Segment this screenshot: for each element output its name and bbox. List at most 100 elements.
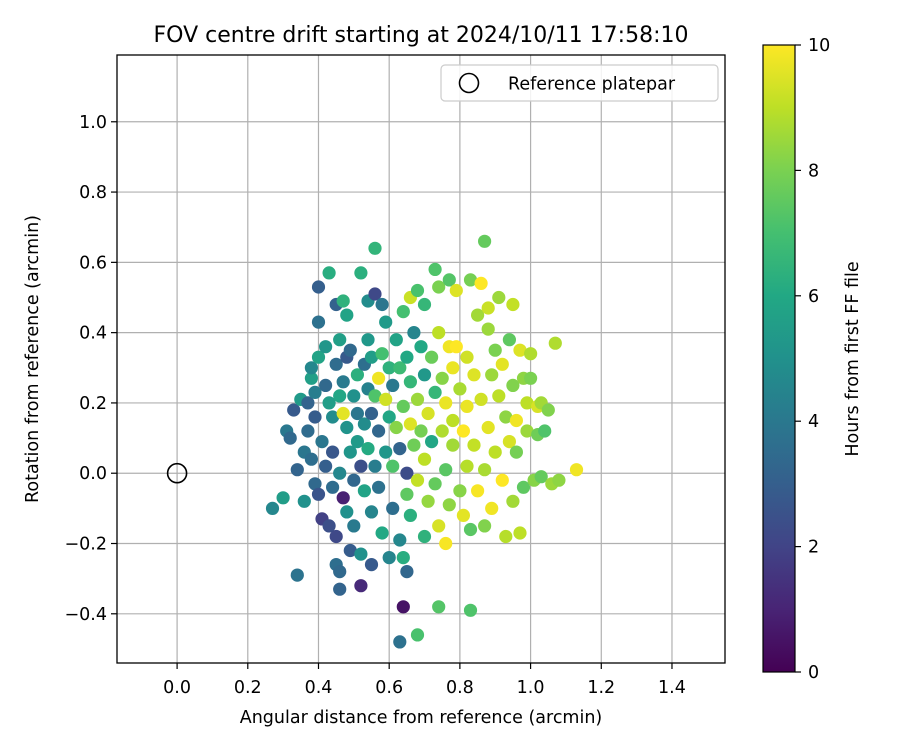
colorbar-gradient (762, 44, 796, 673)
scatter-point (446, 413, 460, 428)
scatter-point (333, 565, 347, 579)
scatter-point (506, 494, 520, 508)
scatter-point (389, 420, 403, 435)
scatter-point (354, 266, 368, 280)
scatter-point (417, 368, 432, 382)
scatter-point (283, 431, 297, 445)
scatter-point (389, 333, 403, 347)
scatter-point (396, 305, 410, 319)
scatter-point (322, 396, 336, 410)
scatter-point (347, 473, 361, 487)
scatter-point (463, 603, 478, 617)
x-tick-label: 1.0 (517, 678, 545, 698)
scatter-point (502, 333, 516, 347)
scatter-point (474, 276, 488, 290)
legend: Reference platepar (440, 64, 719, 102)
y-tick-label: −0.2 (65, 535, 108, 555)
scatter-point (446, 438, 460, 452)
scatter-point (393, 635, 407, 649)
scatter-point (326, 410, 340, 424)
scatter-point (460, 350, 474, 364)
scatter-point (375, 347, 389, 361)
colorbar-tick-label: 0 (808, 663, 819, 683)
scatter-point (396, 399, 410, 413)
scatter-point (364, 558, 379, 572)
scatter-point (432, 600, 446, 614)
scatter-point (407, 326, 421, 340)
scatter-point (361, 333, 375, 347)
scatter-point (453, 382, 467, 396)
y-axis-ticks: −0.4 −0.2 0.0 0.2 0.4 0.6 0.8 1.0 (65, 113, 117, 625)
scatter-point (432, 519, 446, 533)
scatter-point (347, 519, 361, 533)
scatter-point (471, 308, 485, 322)
scatter-point (460, 399, 474, 413)
scatter-point (322, 519, 336, 533)
scatter-point (382, 410, 396, 424)
scatter-point (343, 543, 357, 558)
scatter-point (364, 406, 379, 421)
x-tick-label: 1.4 (658, 678, 686, 698)
scatter-point (372, 424, 386, 438)
x-tick-label: 0.4 (305, 678, 333, 698)
x-tick-label: 0.6 (375, 678, 403, 698)
scatter-point (435, 371, 449, 385)
scatter-point (435, 424, 449, 438)
scatter-point (333, 582, 347, 596)
scatter-point (308, 477, 322, 491)
y-tick-label: 0.4 (79, 324, 107, 344)
scatter-point (513, 343, 527, 357)
scatter-point (340, 308, 354, 322)
scatter-point (428, 385, 442, 399)
x-tick-label: 0.2 (234, 678, 262, 698)
scatter-point (396, 600, 410, 614)
colorbar-tick-label: 2 (808, 538, 819, 558)
scatter-point (492, 290, 506, 305)
scatter-point (375, 297, 389, 312)
scatter-point (520, 424, 534, 438)
scatter-point (287, 403, 301, 417)
scatter-point (382, 361, 396, 375)
scatter-point (410, 392, 425, 406)
scatter-point (333, 389, 347, 403)
scatter-point (516, 480, 531, 494)
scatter-point (417, 452, 432, 466)
colorbar-label: Hours from first FF file (843, 261, 863, 456)
scatter-point (474, 392, 488, 406)
scatter-point (315, 435, 329, 449)
scatter-point (329, 529, 343, 544)
scatter-point (481, 420, 495, 435)
x-axis-ticks: 0.0 0.2 0.4 0.6 0.8 1.0 1.2 1.4 (163, 663, 686, 698)
scatter-point (509, 445, 523, 459)
reference-marker (166, 462, 188, 484)
scatter-point (428, 477, 442, 491)
scatter-point (538, 424, 552, 438)
scatter-point (311, 315, 326, 329)
scatter-point (350, 435, 364, 449)
scatter-point (481, 322, 495, 336)
scatter-point (499, 529, 513, 544)
y-tick-label: 0.6 (79, 253, 107, 273)
scatter-point (425, 350, 439, 364)
x-axis-label: Angular distance from reference (arcmin) (240, 708, 603, 728)
scatter-point (499, 410, 513, 424)
scatter-point (410, 473, 425, 487)
scatter-point (534, 470, 548, 484)
scatter-point (396, 551, 410, 565)
legend-box (440, 64, 719, 102)
scatter-point (456, 424, 470, 438)
scatter-point (403, 375, 417, 389)
scatter-point (290, 568, 304, 582)
plot-frame (116, 54, 726, 664)
scatter-point (393, 533, 407, 547)
scatter-point (372, 371, 386, 385)
reference-platepar-marker (166, 462, 188, 484)
scatter-point (442, 273, 456, 287)
colorbar-tick-label: 8 (808, 161, 819, 181)
scatter-point (322, 266, 336, 280)
scatter-point (453, 484, 467, 498)
scatter-point (492, 389, 506, 403)
scatter-point (379, 392, 393, 406)
scatter-point (488, 343, 502, 357)
